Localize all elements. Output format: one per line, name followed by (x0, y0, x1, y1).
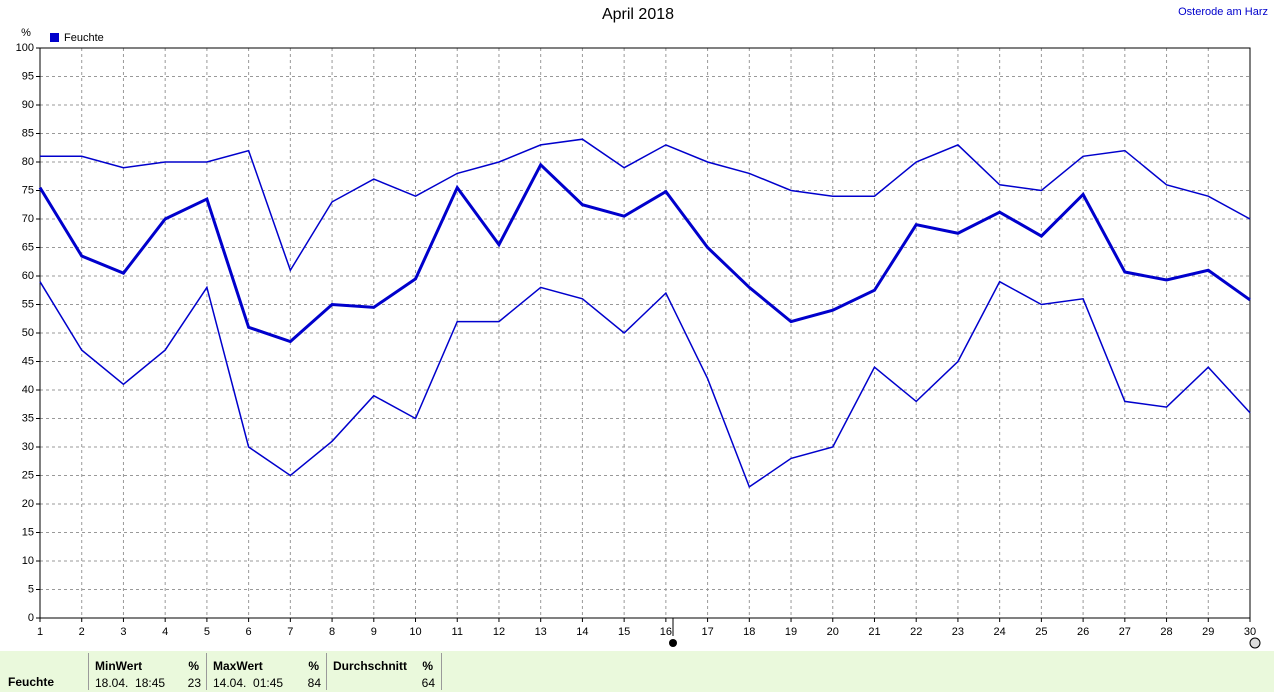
y-tick-label: 25 (22, 469, 34, 481)
data-line (38, 162, 1251, 344)
data-line (39, 280, 1251, 489)
x-tick-label: 23 (952, 626, 964, 638)
footer-text: 23 (187, 676, 201, 690)
x-tick-label: 3 (120, 626, 126, 638)
y-tick-label: 0 (28, 612, 34, 624)
x-tick-label: 12 (493, 626, 505, 638)
footer-text: Durchschnitt (333, 659, 408, 673)
footer-text: MaxWert (213, 659, 263, 673)
x-tick-label: 18 (743, 626, 755, 638)
x-tick-label: 28 (1160, 626, 1172, 638)
stat-cell: MinWert% 18.04. 18:45 23 (88, 653, 207, 690)
x-tick-label: 6 (246, 626, 252, 638)
x-tick-label: 20 (827, 626, 839, 638)
x-tick-label: 9 (371, 626, 377, 638)
y-tick-label: 45 (22, 355, 34, 367)
y-tick-label: 15 (22, 526, 34, 538)
x-tick-label: 2 (79, 626, 85, 638)
marker (669, 639, 677, 647)
y-tick-label: 80 (22, 156, 34, 168)
footer: Feuchte MinWert% 18.04. 18:45 23 MaxWert% 14… (0, 651, 1274, 692)
y-tick-label: 95 (22, 70, 34, 82)
y-tick-label: 40 (22, 384, 34, 396)
x-tick-label: 14 (576, 626, 588, 638)
x-tick-label: 11 (452, 626, 463, 638)
legend-label: Feuchte (64, 32, 104, 44)
y-tick-label: 90 (22, 99, 34, 111)
footer-text: % (188, 659, 199, 673)
y-tick-label: 50 (22, 327, 34, 339)
y-tick-label: 55 (22, 298, 34, 310)
x-tick-label: 19 (785, 626, 797, 638)
chart: April 2018 Osterode am Harz % Feuchte 0 5… (16, 6, 1268, 649)
y-tick-label: 30 (22, 441, 34, 453)
x-tick-label: 22 (910, 626, 922, 638)
footer-text: % (308, 659, 319, 673)
footer-text: 14.04. 01:45 (213, 676, 284, 690)
x-tick-label: 26 (1077, 626, 1089, 638)
marker (1249, 637, 1261, 649)
stat-cell: MaxWert% 14.04. 01:45 84 (206, 653, 327, 690)
x-tick-label: 30 (1244, 626, 1256, 638)
x-tick-label: 25 (1035, 626, 1047, 638)
footer-text: 64 (421, 676, 435, 690)
y-tick-label: 35 (22, 412, 34, 424)
y-tick-label: 5 (28, 583, 34, 595)
x-tick-label: 24 (994, 626, 1006, 638)
y-tick-label: 65 (22, 241, 34, 253)
x-tick-label: 10 (409, 626, 421, 638)
footer-text: 18.04. 18:45 (95, 676, 166, 690)
row-label: Feuchte (8, 675, 55, 689)
y-tick-label: 60 (22, 270, 34, 282)
data-line (40, 138, 1251, 273)
footer-text: 84 (307, 676, 321, 690)
y-tick-label: 20 (22, 498, 34, 510)
y-tick-label: 75 (22, 184, 34, 196)
footer-text: % (422, 659, 433, 673)
divider (441, 653, 442, 690)
y-tick-label: 85 (22, 127, 34, 139)
x-tick-label: 17 (701, 626, 713, 638)
x-tick-label: 7 (287, 626, 293, 638)
y-unit: % (21, 27, 31, 39)
legend-swatch (50, 33, 59, 42)
location: Osterode am Harz (1178, 6, 1268, 18)
y-tick-label: 70 (22, 213, 34, 225)
x-tick-label: 15 (618, 626, 630, 638)
x-tick-label: 1 (37, 626, 43, 638)
x-tick-label: 5 (204, 626, 210, 638)
x-tick-label: 29 (1202, 626, 1214, 638)
chart-title: April 2018 (602, 6, 674, 23)
plot-border (39, 47, 1251, 619)
x-tick-label: 16 (660, 626, 672, 638)
x-tick-label: 21 (868, 626, 880, 638)
y-tick-label: 10 (22, 555, 34, 567)
x-tick-label: 4 (162, 626, 168, 638)
x-tick-label: 8 (329, 626, 335, 638)
footer-text: MinWert (95, 659, 143, 673)
x-tick-label: 27 (1119, 626, 1131, 638)
x-tick-label: 13 (535, 626, 547, 638)
y-tick-label: 100 (16, 42, 34, 54)
stat-cell: Durchschnitt% 64 (326, 653, 441, 690)
